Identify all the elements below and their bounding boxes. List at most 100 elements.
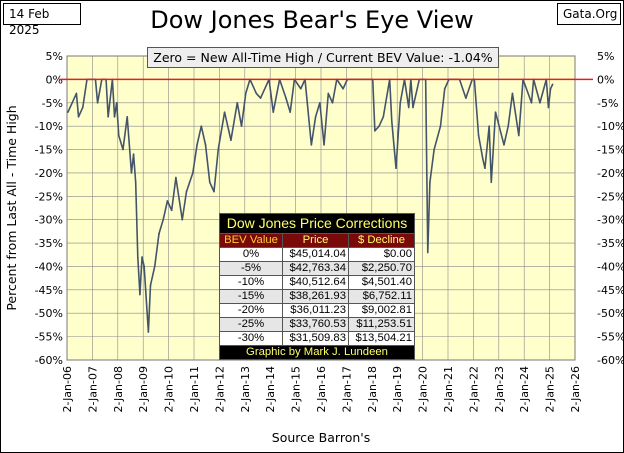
bev-data-point bbox=[166, 200, 169, 202]
table-cell: $2,250.70 bbox=[348, 261, 415, 276]
bev-data-point bbox=[132, 153, 135, 156]
y-tick-label-right: -45% bbox=[597, 284, 624, 297]
bev-data-point bbox=[539, 101, 541, 104]
y-tick-label-left: -45% bbox=[35, 284, 63, 297]
y-tick-label-left: -10% bbox=[35, 120, 63, 133]
bev-data-point bbox=[126, 116, 129, 118]
column-header: BEV Value bbox=[218, 233, 284, 248]
x-tick-label: 2-Jan-21 bbox=[442, 366, 455, 413]
bev-data-point bbox=[170, 209, 173, 212]
bev-data-point bbox=[196, 144, 198, 146]
table-row: -30% $31,509.83 $13,504.21 bbox=[218, 331, 415, 346]
bev-data-point bbox=[181, 218, 184, 221]
bev-data-point bbox=[399, 101, 402, 104]
y-tick-label-left: -5% bbox=[42, 97, 63, 110]
bev-data-point bbox=[323, 144, 325, 146]
bev-data-point bbox=[185, 190, 188, 193]
bev-data-point bbox=[162, 218, 164, 221]
bev-data-point bbox=[153, 265, 156, 268]
bev-data-point bbox=[244, 92, 247, 95]
y-tick-label-right: -15% bbox=[597, 144, 624, 157]
y-tick-label-left: -35% bbox=[35, 237, 63, 250]
bev-data-point bbox=[117, 134, 120, 137]
bev-data-point bbox=[433, 148, 435, 151]
bev-data-point bbox=[507, 125, 510, 127]
x-tick-label: 2-Jan-26 bbox=[569, 366, 582, 413]
bev-data-point bbox=[149, 284, 152, 286]
x-tick-label: 2-Jan-08 bbox=[112, 366, 125, 413]
bev-data-point bbox=[395, 167, 397, 170]
bev-data-point bbox=[374, 130, 376, 132]
y-tick-label-left: -20% bbox=[35, 167, 63, 180]
bev-data-point bbox=[223, 111, 226, 113]
bev-data-point bbox=[299, 87, 302, 90]
bev-data-point bbox=[490, 181, 493, 184]
table-cell: $31,509.83 bbox=[282, 331, 349, 346]
bev-data-point bbox=[327, 92, 330, 95]
bev-data-point bbox=[319, 101, 321, 104]
y-tick-label-right: -20% bbox=[597, 167, 624, 180]
bev-data-point bbox=[378, 125, 380, 127]
price-corrections-table: Dow Jones Price Corrections BEV Value Pr… bbox=[218, 213, 415, 360]
y-tick-label-left: -15% bbox=[35, 144, 63, 157]
bev-data-point bbox=[175, 176, 177, 179]
bev-data-point bbox=[107, 116, 109, 118]
table-row: -10% $40,512.64 $4,501.40 bbox=[218, 275, 415, 290]
table-cell: -30% bbox=[218, 331, 284, 346]
y-tick-label-right: -10% bbox=[597, 120, 624, 133]
x-tick-label: 2-Jan-15 bbox=[290, 366, 303, 413]
x-tick-label: 2-Jan-18 bbox=[366, 366, 379, 413]
bev-data-point bbox=[81, 106, 84, 109]
bev-data-point bbox=[71, 101, 73, 104]
bev-data-point bbox=[96, 101, 99, 104]
bev-data-point bbox=[477, 134, 480, 137]
bev-data-point bbox=[115, 101, 118, 104]
bev-data-point bbox=[122, 148, 124, 151]
bev-data-point bbox=[511, 92, 514, 95]
bev-data-point bbox=[200, 125, 203, 127]
y-tick-label-right: 5% bbox=[597, 50, 614, 63]
bev-data-point bbox=[310, 144, 313, 146]
table-cell: $38,261.93 bbox=[282, 289, 349, 304]
x-tick-label: 2-Jan-09 bbox=[137, 366, 150, 413]
table-cell: $11,253.51 bbox=[348, 317, 415, 332]
y-tick-label-left: -25% bbox=[35, 190, 63, 203]
y-tick-label-right: -30% bbox=[597, 214, 624, 227]
bev-data-point bbox=[390, 120, 393, 123]
bev-data-point bbox=[272, 111, 275, 113]
bev-data-point bbox=[412, 106, 414, 109]
x-tick-label: 2-Jan-13 bbox=[239, 366, 252, 413]
bev-data-point bbox=[141, 256, 143, 258]
bev-data-point bbox=[342, 87, 344, 90]
column-header: Price bbox=[282, 233, 349, 248]
bev-data-point bbox=[158, 232, 160, 235]
x-tick-label: 2-Jan-24 bbox=[518, 366, 531, 413]
x-tick-label: 2-Jan-23 bbox=[493, 366, 506, 413]
y-tick-label-right: -50% bbox=[597, 307, 624, 320]
x-axis-label: Source Barron's bbox=[272, 430, 370, 445]
y-tick-label-left: -60% bbox=[35, 354, 63, 367]
table-cell: -15% bbox=[218, 289, 284, 304]
y-tick-label-right: -25% bbox=[597, 190, 624, 203]
table-cell: $4,501.40 bbox=[348, 275, 415, 290]
x-tick-label: 2-Jan-06 bbox=[61, 366, 74, 413]
bev-data-point bbox=[217, 148, 220, 151]
x-tick-label: 2-Jan-17 bbox=[340, 366, 353, 413]
table-row: -15% $38,261.93 $6,752.11 bbox=[218, 289, 415, 304]
y-tick-label-left: -55% bbox=[35, 331, 63, 344]
bev-data-point bbox=[139, 293, 141, 296]
bev-data-point bbox=[314, 116, 317, 118]
x-tick-label: 2-Jan-19 bbox=[391, 366, 404, 413]
table-cell: $0.00 bbox=[348, 247, 415, 262]
table-cell: -10% bbox=[218, 275, 284, 290]
x-tick-label: 2-Jan-11 bbox=[188, 366, 201, 413]
table-cell: -20% bbox=[218, 303, 284, 318]
y-tick-label-left: 0% bbox=[46, 73, 63, 86]
table-cell: $45,014.04 bbox=[282, 247, 349, 262]
y-tick-label-right: -40% bbox=[597, 260, 624, 273]
table-row: -5% $42,763.34 $2,250.70 bbox=[218, 261, 415, 276]
bev-data-point bbox=[236, 101, 239, 104]
bev-data-point bbox=[75, 92, 78, 95]
table-cell: -25% bbox=[218, 317, 284, 332]
bev-data-point bbox=[136, 256, 139, 258]
